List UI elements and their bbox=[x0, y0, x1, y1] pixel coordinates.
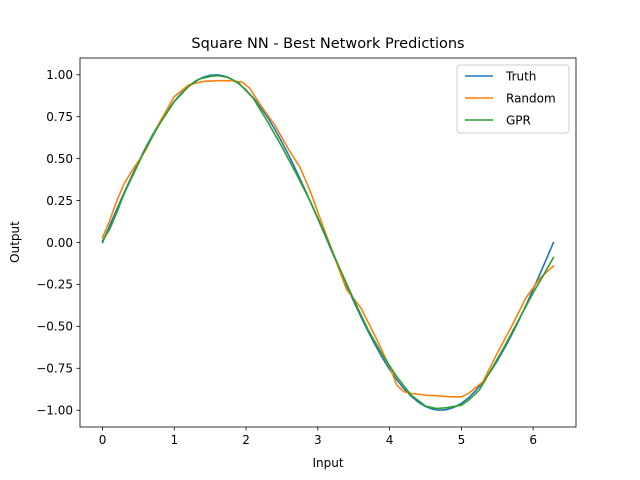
x-tick-label: 3 bbox=[314, 433, 322, 447]
y-tick-label: −0.50 bbox=[36, 320, 73, 334]
legend-frame bbox=[456, 64, 570, 134]
x-tick-label: 5 bbox=[458, 433, 466, 447]
series-line-gpr bbox=[101, 74, 555, 410]
y-axis-label: Output bbox=[8, 221, 22, 263]
legend-label-truth: Truth bbox=[505, 69, 536, 83]
x-tick-label: 1 bbox=[170, 433, 178, 447]
x-tick-label: 0 bbox=[99, 433, 107, 447]
y-tick-label: 0.75 bbox=[46, 110, 73, 124]
y-tick-label: 0.00 bbox=[46, 236, 73, 250]
legend-label-random: Random bbox=[506, 91, 556, 105]
legend: Truth Random GPR bbox=[456, 64, 570, 134]
legend-items: Truth Random GPR bbox=[465, 69, 556, 127]
legend-label-gpr: GPR bbox=[506, 113, 531, 127]
series-line-random bbox=[101, 79, 555, 398]
x-tick-label: 4 bbox=[386, 433, 394, 447]
y-tick-label: −0.25 bbox=[36, 278, 73, 292]
chart-title: Square NN - Best Network Predictions bbox=[191, 36, 464, 52]
x-tick-label: 2 bbox=[242, 433, 250, 447]
y-tick-label: 1.00 bbox=[46, 68, 73, 82]
y-tick-label: −0.75 bbox=[36, 362, 73, 376]
y-tick-label: 0.50 bbox=[46, 152, 73, 166]
series-layer bbox=[101, 73, 555, 412]
ticks-layer: 0 1 2 3 4 5 6 −1.00 −0.75 −0.50 −0.25 0.00 0.25 0.50 0… bbox=[36, 68, 537, 447]
x-tick-label: 6 bbox=[529, 433, 537, 447]
x-axis-label: Input bbox=[312, 456, 343, 470]
y-tick-label: −1.00 bbox=[36, 404, 73, 418]
y-tick-label: 0.25 bbox=[46, 194, 73, 208]
